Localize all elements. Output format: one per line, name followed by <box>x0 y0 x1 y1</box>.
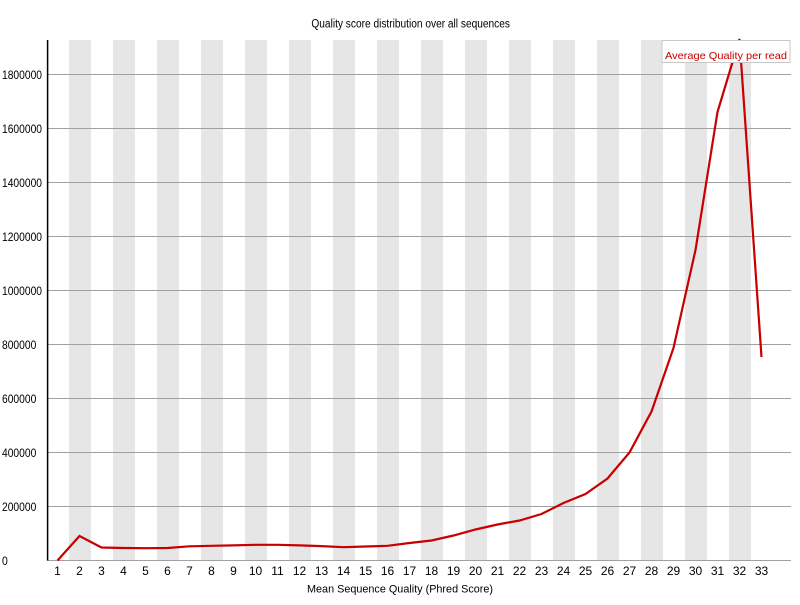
svg-text:27: 27 <box>623 564 637 578</box>
svg-text:200000: 200000 <box>2 500 37 514</box>
svg-text:1000000: 1000000 <box>2 284 42 298</box>
svg-text:800000: 800000 <box>2 338 37 352</box>
svg-text:9: 9 <box>230 564 237 578</box>
svg-text:21: 21 <box>491 564 505 578</box>
svg-text:11: 11 <box>271 564 284 578</box>
svg-text:Mean Sequence Quality (Phred S: Mean Sequence Quality (Phred Score) <box>307 583 493 595</box>
svg-text:Average Quality per read: Average Quality per read <box>665 51 787 62</box>
svg-text:4: 4 <box>120 564 127 578</box>
svg-text:6: 6 <box>164 564 171 578</box>
svg-text:10: 10 <box>249 564 263 578</box>
svg-text:13: 13 <box>315 564 329 578</box>
svg-text:8: 8 <box>208 564 215 578</box>
svg-text:15: 15 <box>359 564 373 578</box>
svg-text:1600000: 1600000 <box>2 122 42 136</box>
svg-text:16: 16 <box>381 564 395 578</box>
svg-text:1800000: 1800000 <box>2 68 42 82</box>
svg-text:33: 33 <box>755 564 769 578</box>
svg-text:1200000: 1200000 <box>2 230 42 244</box>
svg-text:0: 0 <box>2 554 8 568</box>
svg-text:400000: 400000 <box>2 446 37 460</box>
svg-text:20: 20 <box>469 564 483 578</box>
svg-text:5: 5 <box>142 564 149 578</box>
svg-text:Quality score distribution ove: Quality score distribution over all sequ… <box>311 19 510 31</box>
svg-text:600000: 600000 <box>2 392 37 406</box>
svg-text:28: 28 <box>645 564 659 578</box>
svg-text:12: 12 <box>293 564 307 578</box>
svg-text:25: 25 <box>579 564 593 578</box>
svg-text:3: 3 <box>98 564 105 578</box>
svg-text:22: 22 <box>513 564 527 578</box>
svg-text:17: 17 <box>403 564 417 578</box>
svg-text:18: 18 <box>425 564 439 578</box>
svg-text:7: 7 <box>186 564 193 578</box>
svg-text:1400000: 1400000 <box>2 176 42 190</box>
svg-text:14: 14 <box>337 564 351 578</box>
svg-text:1: 1 <box>54 564 61 578</box>
svg-text:24: 24 <box>557 564 571 578</box>
svg-text:29: 29 <box>667 564 681 578</box>
svg-text:2: 2 <box>76 564 83 578</box>
svg-text:26: 26 <box>601 564 615 578</box>
svg-text:23: 23 <box>535 564 549 578</box>
svg-text:32: 32 <box>733 564 747 578</box>
svg-text:31: 31 <box>711 564 725 578</box>
svg-text:19: 19 <box>447 564 461 578</box>
svg-text:30: 30 <box>689 564 703 578</box>
